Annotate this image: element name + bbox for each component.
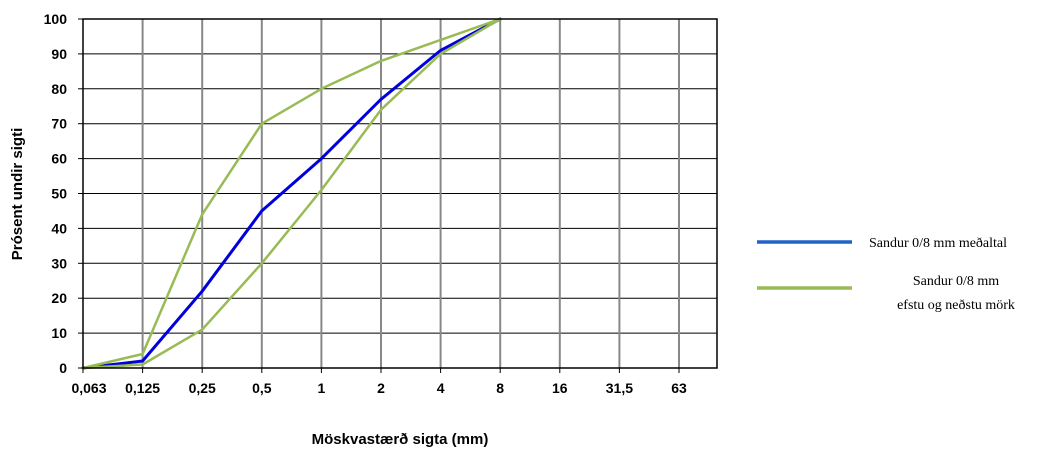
series-line-limit (81, 17, 502, 370)
x-tick-label: 63 (671, 380, 687, 396)
y-tick-label: 0 (59, 360, 67, 376)
legend-label: Sandur 0/8 mm (913, 274, 999, 289)
y-tick-label: 60 (51, 151, 67, 167)
grid-layer (83, 19, 717, 368)
series-line-average (81, 17, 502, 370)
x-tick-label: 0,125 (125, 380, 160, 396)
x-tick-label: 0,063 (71, 380, 106, 396)
x-tick-label: 16 (552, 380, 568, 396)
legend: Sandur 0/8 mm meðaltal Sandur 0/8 mm efstu… (757, 236, 1015, 313)
y-tick-label: 40 (51, 220, 67, 236)
x-tick-label: 0,25 (189, 380, 216, 396)
y-tick-label: 90 (51, 46, 67, 62)
y-tick-label: 50 (51, 186, 67, 202)
y-tick-label: 20 (51, 290, 67, 306)
legend-label: efstu og neðstu mörk (897, 298, 1015, 313)
series-layer (81, 17, 502, 370)
y-tick-label: 70 (51, 116, 67, 132)
y-axis-title: Prósent undir sigti (9, 128, 26, 261)
x-axis-title: Möskvastærð sigta (mm) (312, 431, 489, 448)
x-tick-label: 8 (496, 380, 504, 396)
tick-labels-layer: 0 10 20 30 40 50 60 70 80 90 100 0,063 0,125 0,25 0,5 1… (44, 11, 687, 396)
x-tick-label: 1 (318, 380, 326, 396)
x-tick-label: 31,5 (606, 380, 633, 396)
y-tick-label: 100 (44, 11, 68, 27)
x-tick-label: 2 (377, 380, 385, 396)
y-tick-label: 80 (51, 81, 67, 97)
legend-label: Sandur 0/8 mm meðaltal (869, 236, 1007, 251)
x-tick-label: 4 (437, 380, 445, 396)
y-tick-label: 10 (51, 325, 67, 341)
x-tick-label: 0,5 (252, 380, 272, 396)
series-line-limit (81, 17, 502, 370)
y-tick-label: 30 (51, 255, 67, 271)
